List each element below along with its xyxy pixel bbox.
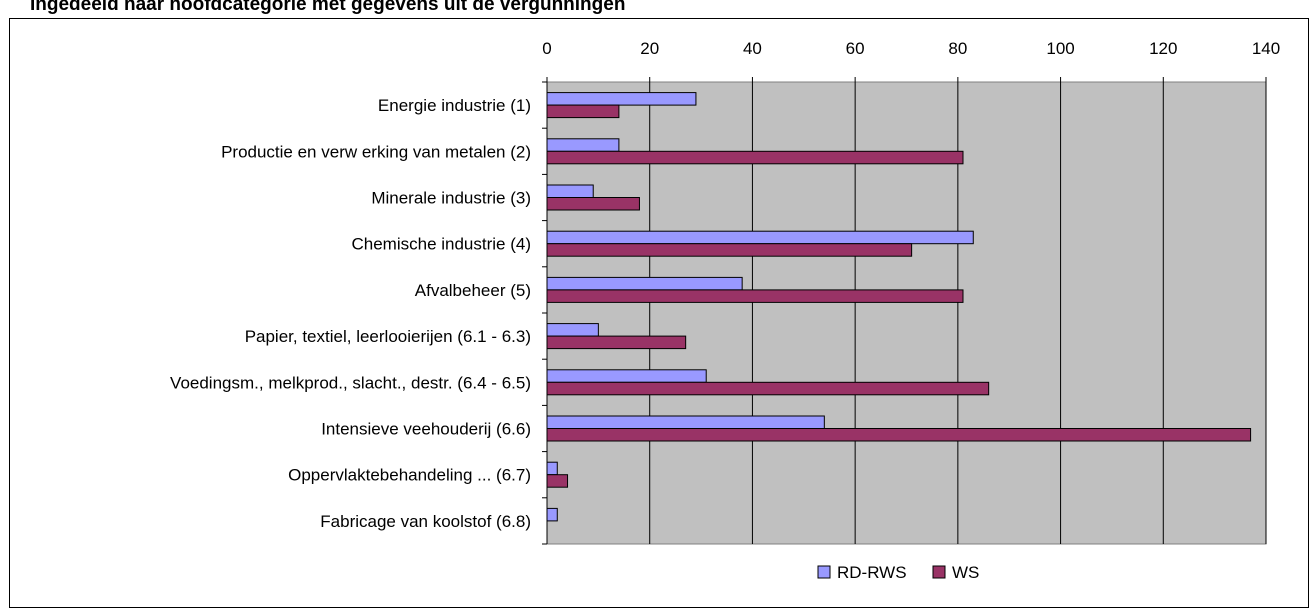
category-label: Minerale industrie (3) xyxy=(371,189,531,208)
x-tick-label: 140 xyxy=(1252,39,1280,58)
bar-ws xyxy=(546,428,1252,442)
x-tick-label: 40 xyxy=(743,39,762,58)
category-label: Intensieve veehouderij (6.6) xyxy=(321,420,531,439)
x-tick-label: 80 xyxy=(948,39,967,58)
category-label: Afvalbeheer (5) xyxy=(415,281,531,300)
bar-ws xyxy=(546,104,620,119)
x-tick-label: 60 xyxy=(846,39,865,58)
bar-ws xyxy=(546,335,687,350)
bar-chart: 0 20 40 60 80 100 120 140 Energie industrie (1) P… xyxy=(170,39,1280,582)
category-label: Fabricage van koolstof (6.8) xyxy=(320,512,531,531)
legend-swatch xyxy=(817,565,831,579)
bar-rd-rws xyxy=(546,507,558,522)
bar-ws xyxy=(546,197,640,211)
category-label: Productie en verw erking van metalen (2) xyxy=(221,142,531,161)
category-label: Energie industrie (1) xyxy=(378,96,531,115)
category-label: Voedingsm., melkprod., slacht., destr. (… xyxy=(170,373,531,392)
bar-ws xyxy=(546,289,964,303)
bar-rd-rws xyxy=(546,184,594,198)
bar-rd-rws xyxy=(546,461,558,476)
x-tick-label: 20 xyxy=(640,39,659,58)
x-tick-label: 0 xyxy=(542,39,551,58)
legend-swatch xyxy=(932,565,946,579)
bar-ws xyxy=(546,474,569,488)
bar-rd-rws xyxy=(546,230,974,245)
category-label: Papier, textiel, leerlooierijen (6.1 - 6… xyxy=(245,327,531,346)
bar-rd-rws xyxy=(546,276,743,291)
bar-rd-rws xyxy=(546,415,825,429)
x-tick-label: 120 xyxy=(1149,39,1177,58)
bar-ws xyxy=(546,381,990,396)
bar-ws xyxy=(546,150,964,165)
legend-label: WS xyxy=(952,563,979,582)
bar-rd-rws xyxy=(546,323,599,337)
x-tick-label: 100 xyxy=(1046,39,1074,58)
bar-ws xyxy=(546,243,913,257)
legend-label: RD-RWS xyxy=(837,563,907,582)
category-label: Chemische industrie (4) xyxy=(351,235,531,254)
category-label: Oppervlaktebehandeling ... (6.7) xyxy=(288,466,531,485)
bar-rd-rws xyxy=(546,369,707,383)
chart-title: Ingedeeld naar hoofdcategorie met gegeve… xyxy=(30,0,626,15)
bar-rd-rws xyxy=(546,138,620,152)
bar-rd-rws xyxy=(546,92,697,106)
